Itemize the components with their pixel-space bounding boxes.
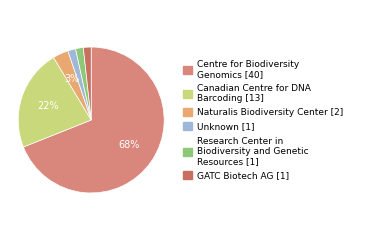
Wedge shape <box>18 58 91 147</box>
Wedge shape <box>83 47 91 120</box>
Wedge shape <box>24 47 164 193</box>
Text: 68%: 68% <box>118 140 139 150</box>
Wedge shape <box>54 51 91 120</box>
Legend: Centre for Biodiversity
Genomics [40], Canadian Centre for DNA
Barcoding [13], N: Centre for Biodiversity Genomics [40], C… <box>183 60 343 180</box>
Text: 3%: 3% <box>65 74 80 84</box>
Wedge shape <box>68 49 91 120</box>
Wedge shape <box>76 48 91 120</box>
Text: 22%: 22% <box>38 101 59 111</box>
